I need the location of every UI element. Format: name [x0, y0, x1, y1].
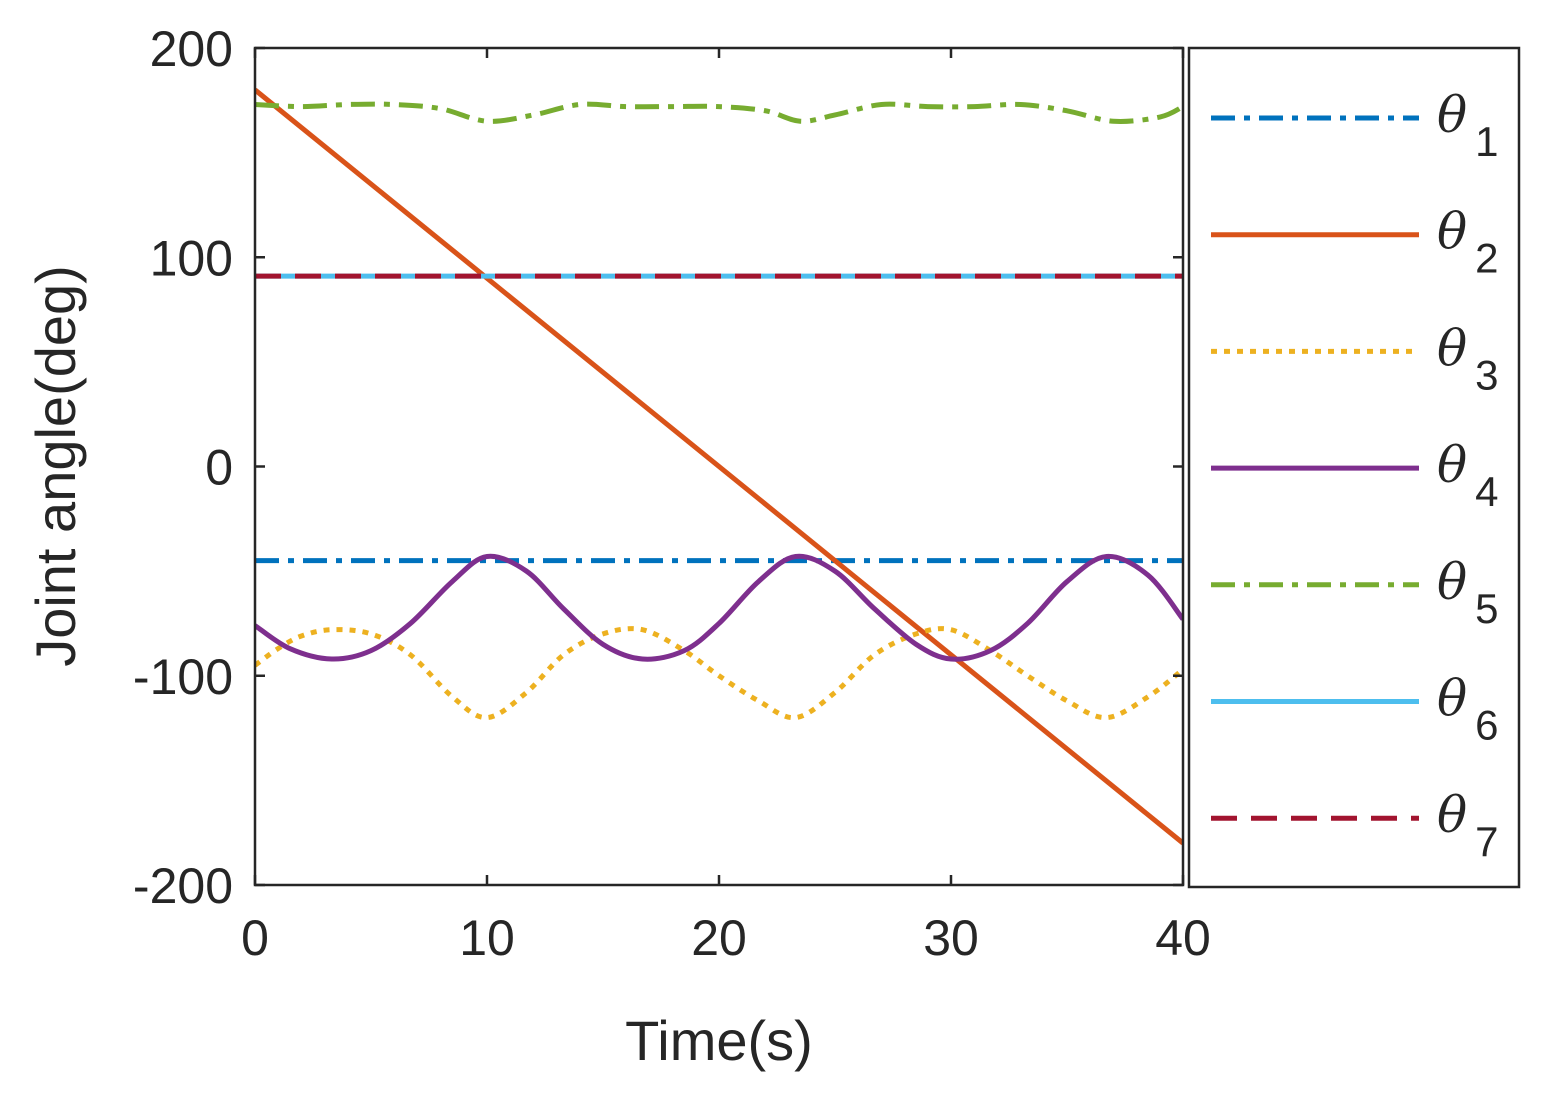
y-tick-label: -200 [133, 858, 233, 914]
legend-subscript: 7 [1475, 818, 1498, 865]
y-tick-label: 100 [150, 230, 233, 286]
x-tick-label: 20 [691, 910, 747, 966]
x-tick-label: 0 [241, 910, 269, 966]
plot-area [253, 46, 1185, 887]
y-tick-label: 200 [150, 21, 233, 77]
legend-theta-symbol: θ [1437, 203, 1467, 261]
legend-theta-symbol: θ [1437, 670, 1467, 728]
series-line-theta-2 [255, 87, 1183, 846]
legend-theta-symbol: θ [1437, 553, 1467, 611]
y-tick-label: -100 [133, 649, 233, 705]
legend-subscript: 4 [1475, 468, 1498, 515]
series-line-theta-3 [255, 626, 1183, 721]
series-line-theta-5 [255, 101, 1183, 124]
y-axis-label: Joint angle(deg) [24, 265, 87, 667]
legend-theta-symbol: θ [1437, 86, 1467, 144]
legend-subscript: 5 [1475, 585, 1498, 632]
legend-subscript: 1 [1475, 118, 1498, 165]
legend-subscript: 3 [1475, 351, 1498, 398]
legend-theta-symbol: θ [1437, 436, 1467, 494]
legend-subscript: 6 [1475, 702, 1498, 749]
x-axis-ticks: 0 10 20 30 40 [241, 48, 1211, 966]
y-axis-ticks: -200 -100 0 100 200 [133, 21, 1183, 914]
legend-entries: θ 1θ 2θ 3θ 4θ 5θ 6θ 7 [1211, 86, 1498, 865]
x-tick-label: 10 [459, 910, 515, 966]
x-tick-label: 30 [923, 910, 979, 966]
y-tick-label: 0 [205, 440, 233, 496]
legend-theta-symbol: θ [1437, 319, 1467, 377]
x-tick-label: 40 [1155, 910, 1211, 966]
legend: θ 1θ 2θ 3θ 4θ 5θ 6θ 7 [1187, 46, 1521, 889]
series-line-theta-4 [255, 553, 1183, 662]
x-axis-label: Time(s) [625, 1009, 813, 1072]
legend-theta-symbol: θ [1437, 786, 1467, 844]
series-layer [255, 87, 1183, 846]
legend-subscript: 2 [1475, 235, 1498, 282]
